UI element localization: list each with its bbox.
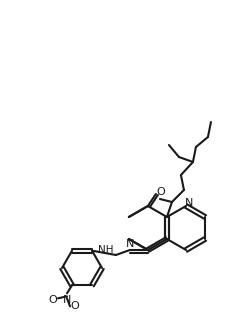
Text: O: O <box>49 295 57 305</box>
Text: N: N <box>126 239 134 249</box>
Text: O: O <box>71 301 79 311</box>
Text: N: N <box>63 295 71 305</box>
Text: NH: NH <box>98 245 114 255</box>
Text: O: O <box>157 187 165 197</box>
Text: N: N <box>185 198 193 208</box>
